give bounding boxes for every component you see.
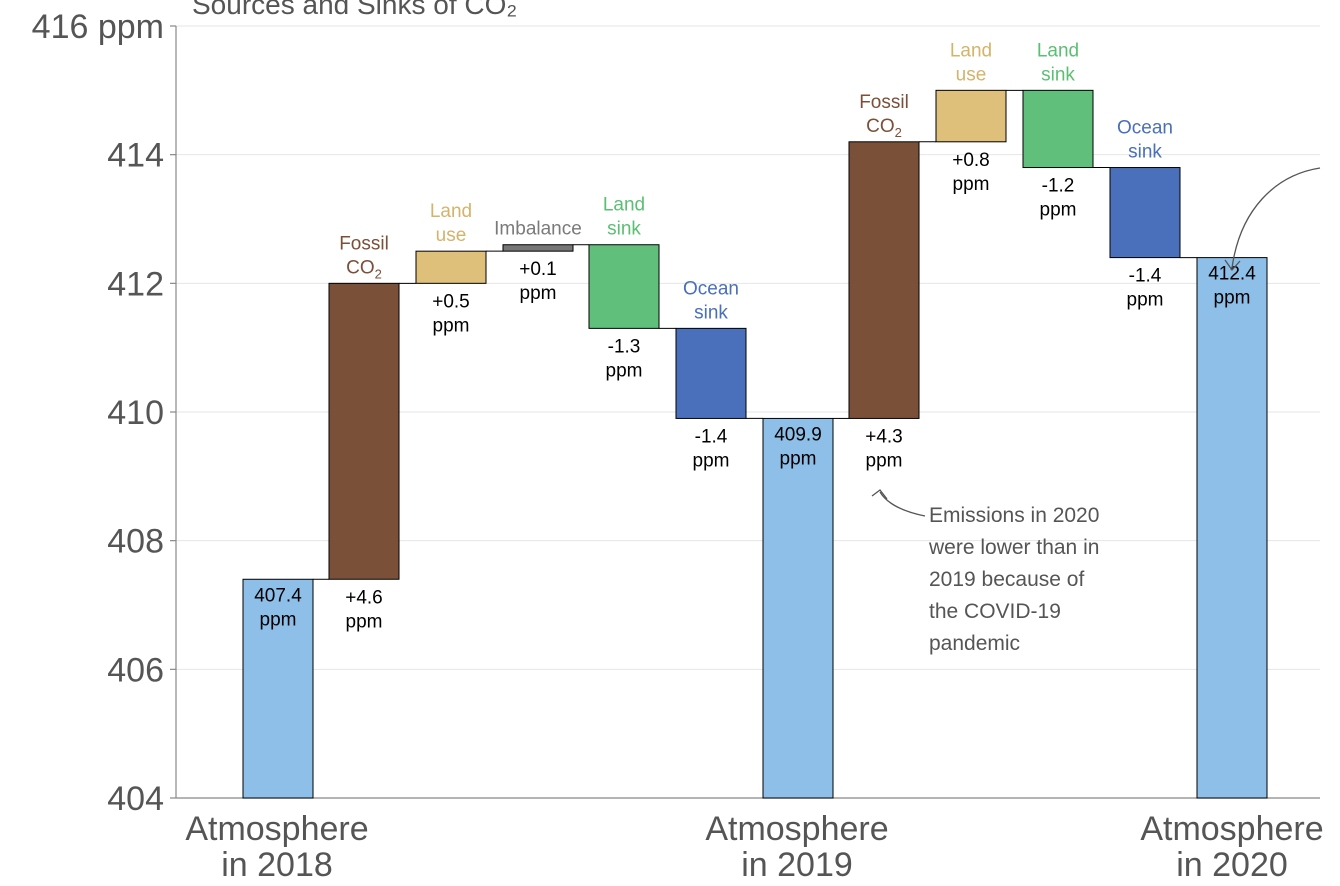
y-axis: 404 406 408 410 412 414 416 ppm	[32, 8, 1320, 818]
category-label: CO2	[346, 257, 382, 281]
value-label: ppm	[520, 283, 557, 304]
annotation-text: 2019 because of	[929, 568, 1084, 591]
fossil-bar	[328, 282, 400, 580]
category-label: Ocean	[1117, 118, 1173, 139]
annotation-text: pandemic	[929, 632, 1020, 655]
category-label: Land	[430, 201, 472, 222]
category-label: Land	[603, 195, 645, 216]
y-tick-label: 404	[107, 780, 164, 818]
ocean_sink-bar	[1109, 167, 1181, 259]
atmosphere-bar	[762, 417, 834, 799]
value-label: ppm	[346, 611, 383, 632]
value-label: ppm	[866, 450, 903, 471]
category-label: sink	[1041, 64, 1075, 85]
value-label: +4.6	[345, 587, 383, 608]
category-label: sink	[694, 302, 728, 323]
x-axis-label: Atmosphere	[1140, 810, 1323, 848]
category-label: Land	[950, 40, 992, 61]
land_use-bar	[415, 250, 487, 284]
category-label: Fossil	[339, 233, 389, 254]
value-label: +4.3	[865, 426, 903, 447]
land_sink-bar	[588, 244, 660, 329]
land_sink-bar	[1022, 89, 1094, 169]
x-axis-label: Atmosphere	[705, 810, 888, 848]
category-label: Ocean	[683, 278, 739, 299]
value-label: 412.4	[1208, 264, 1256, 285]
x-axis-label: in 2019	[741, 846, 853, 884]
y-tick-label: 416 ppm	[32, 8, 164, 46]
y-tick-label: 414	[107, 137, 164, 175]
x-axis-label: in 2018	[221, 846, 333, 884]
y-tick-label: 406	[107, 651, 164, 689]
imbalance-bar	[502, 244, 574, 252]
value-label: ppm	[260, 609, 297, 630]
covid-annotation: Emissions in 2020 were lower than in 2019 …	[871, 167, 1321, 655]
annotation-arrow	[879, 491, 926, 517]
value-label: ppm	[780, 448, 817, 469]
value-label: ppm	[693, 450, 730, 471]
annotation-text: were lower than in	[928, 536, 1099, 559]
value-label: ppm	[1214, 288, 1251, 309]
value-label: -1.2	[1042, 176, 1075, 197]
land_use-bar	[935, 89, 1007, 143]
annotation-text: Emissions in 2020	[929, 504, 1099, 527]
y-tick-label: 408	[107, 523, 164, 561]
value-label: ppm	[1127, 290, 1164, 311]
fossil-bar	[848, 141, 920, 419]
value-label: ppm	[1040, 200, 1077, 221]
category-label: Imbalance	[494, 219, 582, 240]
value-label: 407.4	[254, 585, 302, 606]
atmosphere-bar	[242, 578, 314, 799]
connector-lines	[313, 89, 1197, 580]
value-label: ppm	[606, 360, 643, 381]
category-label: Fossil	[859, 92, 909, 113]
y-tick-label: 410	[107, 394, 164, 432]
bar-labels: 407.4 ppm +4.6 ppm Fossil CO2 +0.5 ppm Land use +0…	[254, 40, 1256, 632]
value-label: +0.1	[519, 259, 557, 280]
ocean_sink-bar	[675, 327, 747, 419]
x-axis-label: Atmosphere	[185, 810, 368, 848]
value-label: 409.9	[774, 424, 822, 445]
value-label: -1.4	[695, 426, 728, 447]
annotation-text: the COVID-19	[929, 600, 1061, 623]
annotation-arrowhead	[871, 489, 888, 500]
category-label: sink	[1128, 142, 1162, 163]
category-label: Land	[1037, 40, 1079, 61]
annotation-arrowhead-2020	[1224, 259, 1241, 272]
category-label: use	[436, 225, 467, 246]
annotation-arrow-2020	[1231, 167, 1321, 269]
y-tick-label: 412	[107, 265, 164, 303]
category-label: sink	[607, 219, 641, 240]
x-axis-label: in 2020	[1176, 846, 1288, 884]
chart-title: Sources and Sinks of CO₂	[192, 0, 517, 20]
value-label: +0.5	[432, 291, 470, 312]
bars	[242, 89, 1268, 799]
atmosphere-bar	[1196, 257, 1268, 799]
category-label: use	[956, 64, 987, 85]
value-label: ppm	[953, 174, 990, 195]
value-label: ppm	[433, 315, 470, 336]
value-label: -1.4	[1129, 266, 1162, 287]
category-label: CO2	[866, 116, 902, 140]
value-label: +0.8	[952, 150, 990, 171]
value-label: -1.3	[608, 336, 641, 357]
